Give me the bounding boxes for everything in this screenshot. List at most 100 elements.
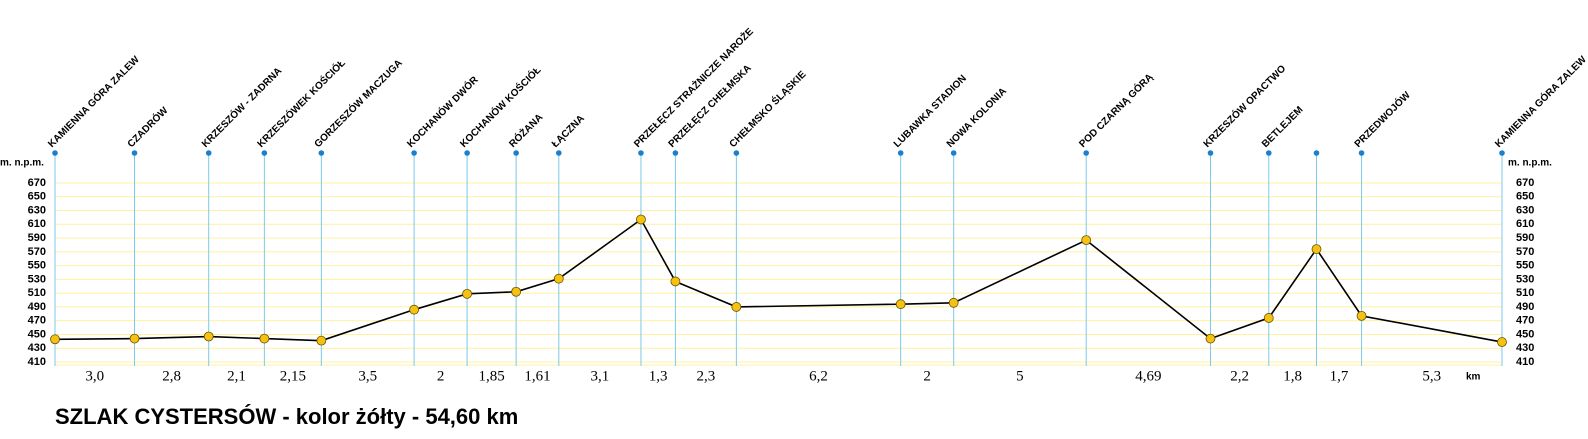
elevation-point — [1081, 235, 1092, 246]
elevation-point — [553, 273, 564, 284]
y-tick-label: 430 — [28, 342, 46, 354]
y-tick-label: 650 — [28, 191, 46, 203]
distance-label: 2,8 — [162, 368, 181, 384]
x-unit-label: km — [1466, 372, 1481, 383]
y-tick-label-right: 430 — [1516, 342, 1534, 354]
y-tick-label: 570 — [28, 246, 46, 258]
elevation-point — [259, 333, 270, 344]
elevation-point — [50, 334, 60, 345]
station-label: BETLEJEM — [1260, 104, 1305, 149]
elevation-point — [1497, 337, 1507, 347]
y-tick-label: 630 — [28, 204, 46, 216]
station-dot — [1265, 150, 1272, 156]
y-tick-label: 510 — [28, 287, 46, 299]
y-tick-label-right: 530 — [1516, 273, 1534, 285]
y-tick-label: 470 — [28, 315, 46, 327]
station-label: POD CZARNĄ GÓRĄ — [1076, 70, 1156, 150]
distance-label: 5 — [1016, 368, 1024, 384]
elevation-point — [636, 214, 646, 225]
elevation-point — [1356, 310, 1367, 321]
distance-label: 2,1 — [227, 368, 246, 384]
y-tick-label-right: 570 — [1516, 246, 1534, 258]
y-tick-label-right: 410 — [1516, 356, 1534, 368]
distance-label: 4,69 — [1135, 368, 1161, 384]
station-dot — [52, 150, 58, 156]
station-dot — [1499, 150, 1505, 156]
distance-label: 5,3 — [1422, 368, 1441, 384]
y-tick-label: 550 — [28, 260, 46, 272]
y-tick-label: 590 — [28, 232, 46, 244]
station-dot — [555, 150, 562, 156]
station-dot — [464, 150, 470, 156]
elevation-point — [1263, 313, 1274, 323]
y-tick-label: 490 — [28, 301, 46, 313]
distance-label: 2,15 — [280, 368, 306, 384]
elevation-point — [409, 304, 419, 315]
station-dot — [733, 150, 740, 156]
distance-label: 2,3 — [697, 368, 716, 384]
station-dot — [1313, 150, 1320, 156]
station-label: NOWA KOLONIA — [945, 86, 1009, 150]
y-tick-label-right: 490 — [1516, 301, 1534, 313]
station-label: PRZEDWOJÓW — [1351, 88, 1413, 150]
elevation-point — [462, 288, 473, 299]
station-label: CZADRÓW — [124, 103, 171, 150]
y-tick-label-right: 450 — [1516, 328, 1534, 340]
elevation-point — [203, 331, 214, 342]
station-dot — [1207, 150, 1214, 156]
y-tick-label: 410 — [28, 356, 46, 368]
distance-label: 6,2 — [809, 368, 828, 384]
elevation-line — [54, 218, 1503, 343]
distance-label: 1,7 — [1330, 368, 1349, 384]
y-tick-label: 670 — [28, 177, 46, 189]
y-unit-label: m. n.p.m. — [0, 158, 44, 169]
y-tick-label-right: 510 — [1516, 287, 1534, 299]
station-dot — [1083, 150, 1089, 156]
station-dot — [318, 150, 325, 156]
distance-label: 2 — [923, 368, 931, 384]
y-unit-label-right: m. n.p.m. — [1508, 158, 1552, 169]
elevation-point — [1311, 244, 1322, 254]
station-dot — [1358, 150, 1365, 156]
station-label: KAMIENNA GÓRA ZALEW — [1492, 53, 1588, 150]
distance-label: 2,2 — [1230, 368, 1249, 384]
station-dot — [672, 150, 679, 156]
distance-label: 1,8 — [1283, 368, 1302, 384]
station-label: GORZESZÓW MACZUGA — [311, 56, 405, 150]
station-dot — [411, 150, 417, 156]
elevation-point — [670, 276, 681, 287]
y-tick-label-right: 630 — [1516, 204, 1534, 216]
y-tick-label-right: 670 — [1516, 177, 1534, 189]
distance-label: 1,85 — [478, 368, 504, 384]
station-dot — [897, 150, 904, 156]
y-tick-label-right: 550 — [1516, 260, 1534, 272]
station-dot — [513, 150, 519, 156]
y-tick-label: 530 — [28, 273, 46, 285]
station-dot — [638, 150, 644, 156]
y-tick-label-right: 470 — [1516, 315, 1534, 327]
distance-label: 1,3 — [649, 368, 668, 384]
distance-label: 3,5 — [358, 368, 377, 384]
distance-label: 2 — [437, 368, 445, 384]
distance-label: 3,0 — [85, 368, 104, 384]
y-tick-label-right: 590 — [1516, 232, 1534, 244]
station-dot — [131, 150, 138, 156]
y-tick-label-right: 650 — [1516, 191, 1534, 203]
elevation-point — [316, 335, 327, 346]
elevation-point — [511, 286, 522, 297]
distance-label: 1,61 — [524, 368, 550, 384]
station-label: RÓŻANA — [506, 111, 545, 150]
y-tick-label: 450 — [28, 328, 46, 340]
y-tick-label-right: 610 — [1516, 218, 1534, 230]
station-dot — [261, 150, 268, 156]
elevation-point — [948, 297, 959, 308]
elevation-point — [731, 302, 742, 312]
elevation-point — [895, 299, 906, 310]
chart-title: SZLAK CYSTERSÓW - kolor żółty - 54,60 km — [55, 404, 518, 429]
y-tick-label: 610 — [28, 218, 46, 230]
elevation-point — [129, 333, 140, 344]
station-label: ŁĄCZNA — [550, 113, 587, 150]
station-label: KAMIENNA GÓRA ZALEW — [45, 53, 142, 150]
station-dot — [205, 150, 212, 156]
